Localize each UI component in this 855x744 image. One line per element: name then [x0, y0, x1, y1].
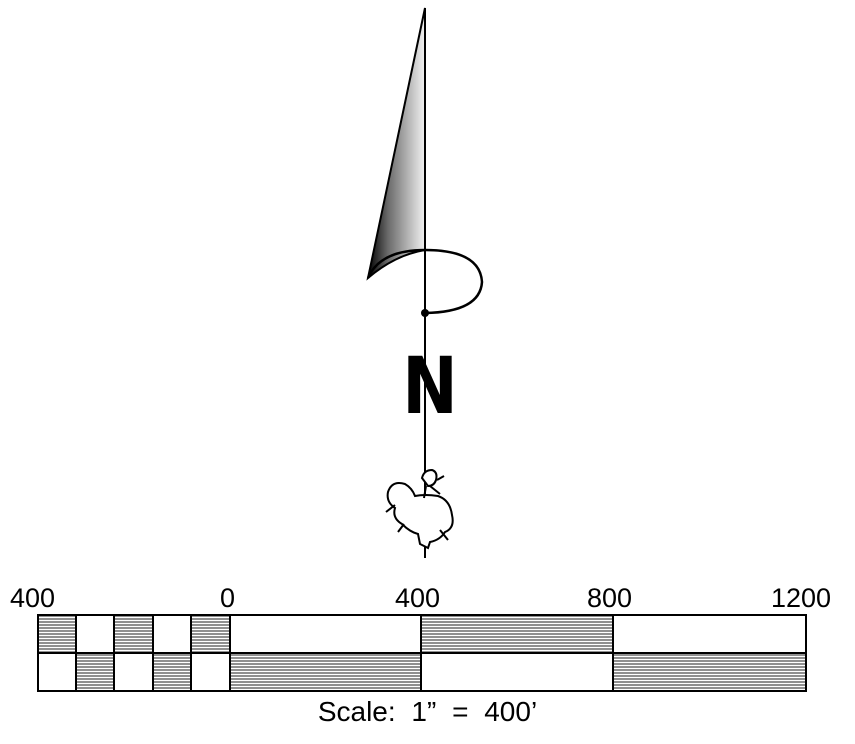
scale-tick-label: 800	[587, 583, 633, 613]
north-letter: N	[402, 342, 458, 432]
scale-tick-label: 0	[220, 583, 236, 613]
scale-tick-label: 1200	[771, 583, 832, 613]
scale-caption: Scale: 1” = 400’	[317, 696, 538, 727]
scale-tick-label: 400	[395, 583, 441, 613]
bucking-horse-rider-icon	[385, 468, 454, 550]
north-arrow-loop	[366, 248, 484, 315]
north-arrow-blade	[366, 7, 426, 281]
scale-tick-label: 400	[10, 583, 56, 613]
